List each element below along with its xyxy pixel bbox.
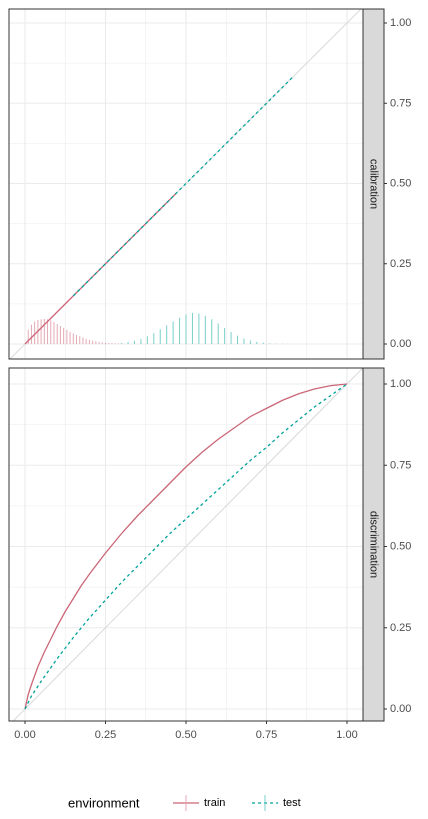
y-tick-label: 0.75 xyxy=(390,459,411,471)
legend-label-train: train xyxy=(204,797,225,809)
legend: environment train test xyxy=(68,795,301,811)
facet-strip-label: discrimination xyxy=(368,511,380,578)
facet-strip-label: calibration xyxy=(368,159,380,209)
legend-title: environment xyxy=(68,796,140,811)
y-tick-label: 0.00 xyxy=(390,703,411,715)
y-tick-label: 0.50 xyxy=(390,541,411,553)
reference-diagonal-line xyxy=(12,368,363,721)
series-line-train xyxy=(24,383,348,710)
x-tick-label: 0.25 xyxy=(95,729,116,741)
y-tick-label: 1.00 xyxy=(390,378,411,390)
x-tick-label: 0.00 xyxy=(14,729,35,741)
x-tick-label: 0.50 xyxy=(175,729,196,741)
y-tick-label: 0.25 xyxy=(390,258,411,270)
y-tick-label: 0.00 xyxy=(390,338,411,350)
legend-key-test xyxy=(252,795,278,811)
y-tick-label: 0.25 xyxy=(390,622,411,634)
y-tick-label: 1.00 xyxy=(390,17,411,29)
facet-strip-discrimination xyxy=(362,367,385,722)
panel-discrimination xyxy=(9,368,363,721)
y-tick-label: 0.50 xyxy=(390,178,411,190)
legend-key-train xyxy=(173,795,199,811)
series-line-test xyxy=(24,383,348,710)
x-tick-label: 1.00 xyxy=(336,729,357,741)
panel-calibration xyxy=(9,9,363,359)
x-tick-label: 0.75 xyxy=(256,729,277,741)
y-tick-label: 0.75 xyxy=(390,97,411,109)
legend-label-test: test xyxy=(283,797,301,809)
